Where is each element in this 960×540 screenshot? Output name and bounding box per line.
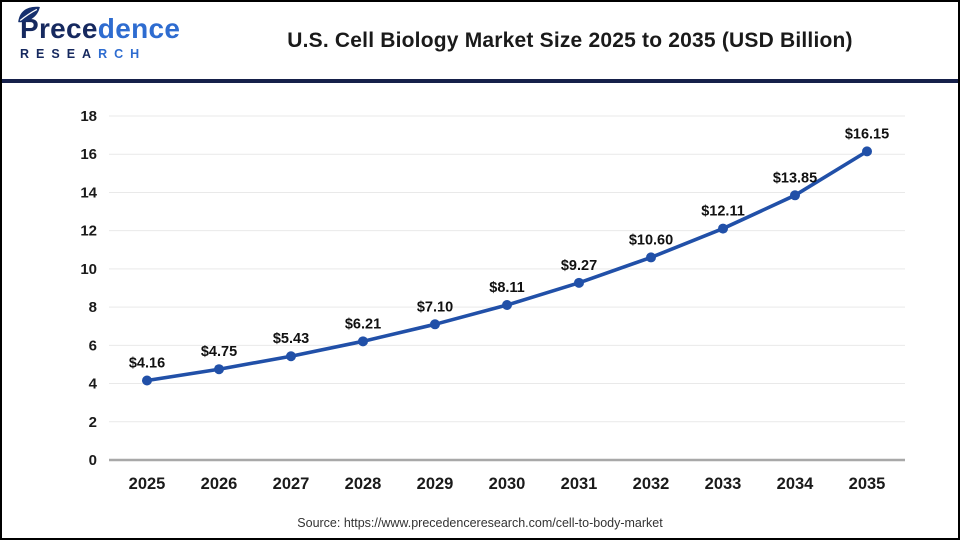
data-point [718,223,728,234]
data-point [502,300,512,311]
data-point [142,375,152,386]
data-label: $12.11 [701,204,745,220]
data-label: $10.60 [629,232,673,248]
x-tick-label: 2026 [201,475,238,493]
page-title: U.S. Cell Biology Market Size 2025 to 20… [287,28,853,52]
logo-sub-line: RESEARCH [20,46,180,62]
y-tick-label: 4 [89,376,98,393]
logo-sub-dark: RESEA [20,47,99,61]
data-label: $6.21 [345,316,381,332]
data-label: $7.10 [417,299,453,315]
line-chart: 0 2 4 6 8 10 12 14 16 18 2025 2026 2027 2028 2029 2030 2… [80,108,905,493]
y-tick-label: 16 [80,146,97,163]
y-tick-label: 0 [89,452,97,469]
x-tick-label: 2028 [345,475,382,493]
data-point [430,319,440,330]
logo-sub-light: RCH [98,47,147,61]
data-point [862,146,872,157]
leaf-icon [18,6,40,23]
logo-brand-line: Precedence [18,6,181,44]
data-label: $13.85 [773,170,817,186]
x-tick-label: 2034 [777,475,815,493]
data-point [646,252,656,263]
x-tick-label: 2029 [417,475,454,493]
x-tick-label: 2030 [489,475,526,493]
data-point [214,364,224,375]
x-tick-label: 2027 [273,475,310,493]
precedence-research-logo: Precedence RESEARCH [18,6,181,62]
chart-area: 0 2 4 6 8 10 12 14 16 18 2025 2026 2027 2028 2029 2030 2… [2,83,958,536]
data-point [358,336,368,347]
y-tick-label: 12 [80,223,97,240]
data-label: $8.11 [489,280,525,296]
y-tick-label: 2 [89,414,97,431]
y-tick-label: 14 [80,184,97,201]
data-label: $4.75 [201,344,237,360]
logo-brand-light: dence [97,13,181,44]
header: Precedence RESEARCH U.S. Cell Biology Ma… [2,2,958,79]
source-text: Source: https://www.precedenceresearch.c… [297,516,663,530]
x-tick-label: 2033 [705,475,742,493]
x-tick-label: 2031 [561,475,598,493]
data-label: $16.15 [845,126,889,142]
data-label: $9.27 [561,258,597,274]
y-tick-label: 8 [89,299,97,316]
y-tick-label: 6 [89,337,97,354]
y-tick-label: 18 [80,108,97,125]
data-point [790,190,800,201]
data-label: $4.16 [129,355,165,371]
x-tick-label: 2035 [849,475,886,493]
trend-line [145,149,869,383]
data-point [286,351,296,362]
data-label: $5.43 [273,331,309,347]
x-tick-label: 2032 [633,475,670,493]
x-tick-label: 2025 [129,475,166,493]
header-divider [2,79,958,83]
y-tick-label: 10 [80,261,97,278]
data-point [574,277,584,288]
logo-brand-dark: Prece [20,13,98,44]
